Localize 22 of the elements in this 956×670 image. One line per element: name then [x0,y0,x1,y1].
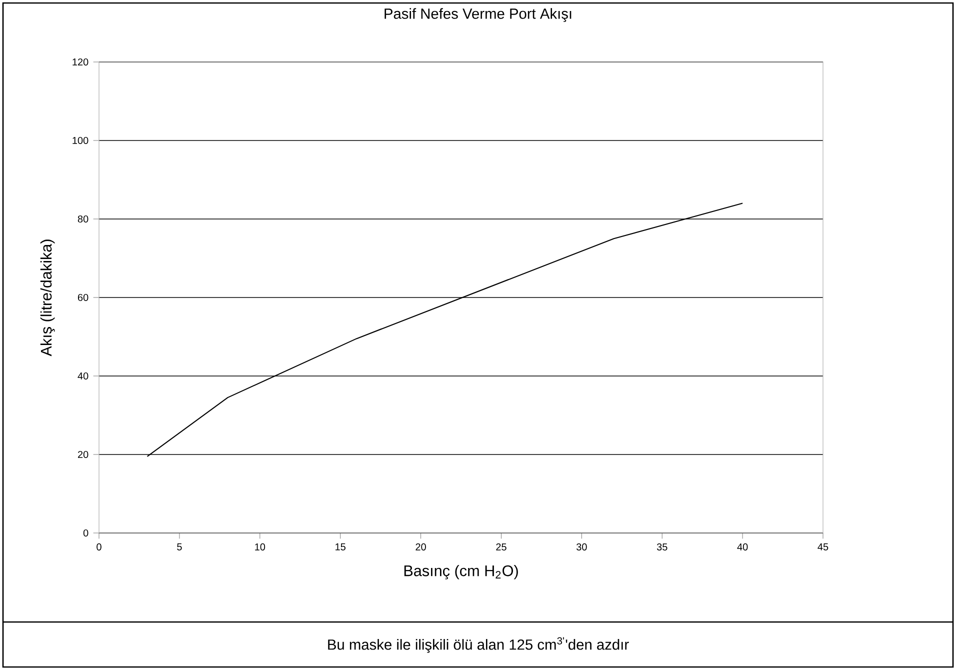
x-tick-label: 30 [576,543,587,550]
x-tick-label: 40 [737,543,748,550]
y-tick-label: 20 [78,450,88,458]
chart-title: Pasif Nefes Verme Port Akışı [384,8,572,22]
y-tick-label: 100 [72,136,88,144]
y-tick-label: 0 [83,529,88,537]
line-series [146,202,744,457]
y-tick-label: 40 [78,372,88,380]
x-tick-label: 25 [496,543,506,550]
text: Bu maske ile ilişkili ölü alan 125 cm$^{3'}$'den azdır [328,637,629,653]
y-tick-label: 80 [78,215,88,223]
x-tick-label: 15 [336,543,346,550]
x-tick-label: 10 [255,543,266,550]
y-tick-label: 120 [72,58,88,66]
x-tick-label: 45 [818,543,828,550]
x-tick-label: 35 [656,543,668,550]
x-tick-label: 0 [96,543,102,550]
x-axis-title: Basınç (cm H$_{2}$O) [404,564,518,580]
y-tick-label: 60 [78,294,88,302]
y-axis-title: Akış (litre/dakika) [40,240,55,356]
x-tick-label: 5 [177,543,182,550]
x-tick-label: 20 [416,543,426,550]
